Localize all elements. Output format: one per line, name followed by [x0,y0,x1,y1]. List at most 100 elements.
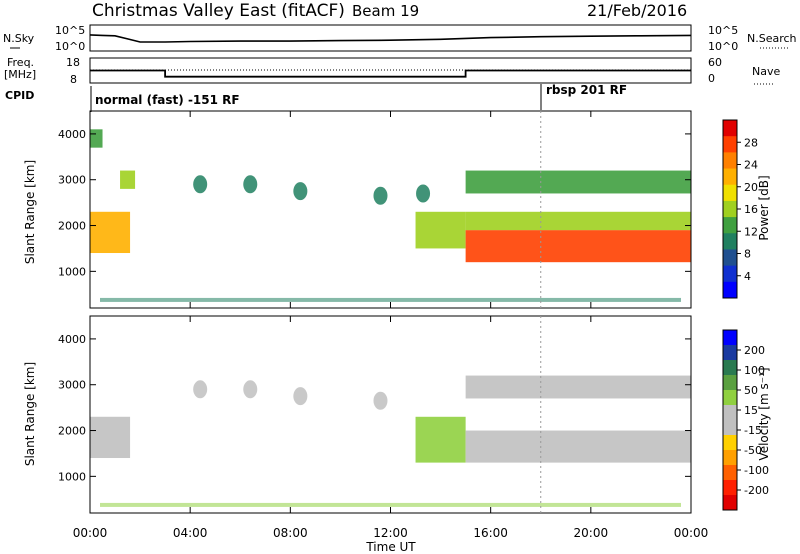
nave-tick-bottom: 0 [708,72,715,85]
nsky-tick-top-right: 10^5 [708,24,738,37]
time-tick-label-5: 20:00 [574,526,609,540]
power-echo-band-1 [90,211,131,254]
power-colorbar-tick-label-3: 20 [744,181,758,194]
power-echo-patch-1 [193,175,208,194]
power-ytick-label-1000: 1000 [58,265,86,278]
velocity-echo-patch-1 [193,380,208,399]
power-ytick-label-3000: 3000 [58,174,86,187]
power-colorbar-tick-label-2: 24 [744,159,758,172]
power-ytick-label-2000: 2000 [58,220,86,233]
nsky-label: N.Sky [3,32,35,45]
freq-tick-top: 18 [66,56,80,69]
cpid-segment-1-label: normal (fast) -151 RF [95,93,240,107]
power-colorbar-swatch-6 [723,200,737,218]
velocity-colorbar-frame [722,329,738,511]
power-echo-band-4 [415,211,466,249]
velocity-ytick-label-1000: 1000 [58,470,86,483]
power-echo-band-3 [120,170,136,189]
velocity-echo-patch-3 [293,387,308,406]
cpid-label: CPID [5,89,34,102]
velocity-colorbar-swatch-10 [723,465,737,481]
power-echo-band-7 [465,170,691,194]
velocity-colorbar-tick-label-6: -50 [744,444,762,457]
time-tick-label-2: 08:00 [273,526,308,540]
velocity-colorbar-swatch-12 [723,495,737,511]
time-tick-label-0: 00:00 [73,526,108,540]
power-echo-band-6 [465,211,691,231]
power-colorbar-tick-label-5: 12 [744,225,758,238]
power-echo-patch-3 [293,182,308,201]
velocity-echo-band-2 [415,416,466,463]
power-echo-patch-5 [416,184,431,203]
power-echo-band-2 [90,129,103,148]
power-colorbar-swatch-2 [723,136,737,153]
velocity-colorbar-swatch-2 [723,345,737,361]
freq-label: Freq. [7,56,34,69]
velocity-echo-band-3 [465,430,691,463]
velocity-colorbar-swatch-8 [723,435,737,451]
velocity-colorbar-label: Velocity [m s⁻¹] [757,367,771,460]
velocity-colorbar-swatch-11 [723,480,737,496]
velocity-axes: 1000 2000 3000 4000 [58,316,692,513]
velocity-colorbar-tick-label-7: -100 [744,464,769,477]
velocity-echo-band-1 [90,416,131,459]
velocity-panel-frame [89,315,692,514]
velocity-colorbar-swatch-4 [723,375,737,391]
time-tick-label-4: 16:00 [473,526,508,540]
velocity-colorbar-swatch-3 [723,360,737,376]
velocity-colorbar-swatch-7 [723,420,737,436]
nsky-panel-frame [89,24,692,52]
freq-series-line [90,69,691,78]
power-colorbar-swatch-7 [723,217,737,234]
velocity-colorbar-tick-label-3: 50 [744,384,758,397]
power-colorbar-swatch-8 [723,233,737,250]
velocity-colorbar-swatch-6 [723,405,737,421]
power-ytick-label-4000: 4000 [58,128,86,141]
power-colorbar-swatch-3 [723,152,737,170]
time-axis: 00:00 04:00 08:00 12:00 16:00 20:00 00:00 [73,526,709,540]
velocity-colorbar-swatch-5 [723,390,737,406]
velocity-ytick-label-3000: 3000 [58,379,86,392]
power-colorbar-tick-label-6: 8 [744,248,751,261]
time-tick-label-3: 12:00 [373,526,408,540]
velocity-colorbar: 200 100 50 15 -15 -50 -100 -200 [722,329,769,511]
velocity-ylabel: Slant Range [km] [23,362,37,466]
velocity-echo-patch-2 [243,380,258,399]
date-label: 21/Feb/2016 [587,1,687,20]
power-colorbar-swatch-11 [723,281,737,299]
power-colorbar-tick-label-7: 4 [744,270,751,283]
cpid-segment-2-label: rbsp 201 RF [546,83,627,97]
velocity-colorbar-swatch-1 [723,330,737,346]
velocity-data-layer [90,375,691,507]
velocity-colorbar-tick-label-5: -15 [744,424,762,437]
plot-title: Christmas Valley East (fitACF) [92,1,345,21]
freq-tick-bottom: 8 [70,73,77,86]
nsky-series-line [89,34,692,43]
time-tick-label-6: 00:00 [674,526,709,540]
time-tick-label-1: 04:00 [173,526,208,540]
nsearch-label: N.Search [747,32,797,45]
beam-label: Beam 19 [352,2,419,20]
nsky-tick-top: 10^5 [55,24,85,37]
nave-label: Nave [752,65,780,78]
power-echo-band-5 [465,230,691,263]
nsky-tick-bottom-right: 10^0 [708,40,738,53]
power-colorbar-swatch-5 [723,184,737,202]
velocity-colorbar-tick-label-1: 200 [744,344,765,357]
velocity-ytick-label-2000: 2000 [58,425,86,438]
velocity-colorbar-tick-label-4: 15 [744,404,758,417]
freq-unit: [MHz] [4,68,36,81]
power-ylabel: Slant Range [km] [23,160,37,264]
velocity-colorbar-tick-label-8: -200 [744,484,769,497]
velocity-ytick-label-4000: 4000 [58,333,86,346]
nsky-tick-bottom: 10^0 [55,40,85,53]
power-colorbar-swatch-9 [723,249,737,267]
power-data-layer [90,129,691,302]
velocity-echo-band-4 [465,375,691,399]
power-near-range-echoes [100,297,681,302]
power-colorbar-tick-label-1: 28 [744,136,758,149]
power-colorbar: 28 24 20 16 12 8 4 [722,119,758,299]
velocity-echo-patch-4 [373,391,388,410]
power-colorbar-swatch-1 [723,120,737,137]
